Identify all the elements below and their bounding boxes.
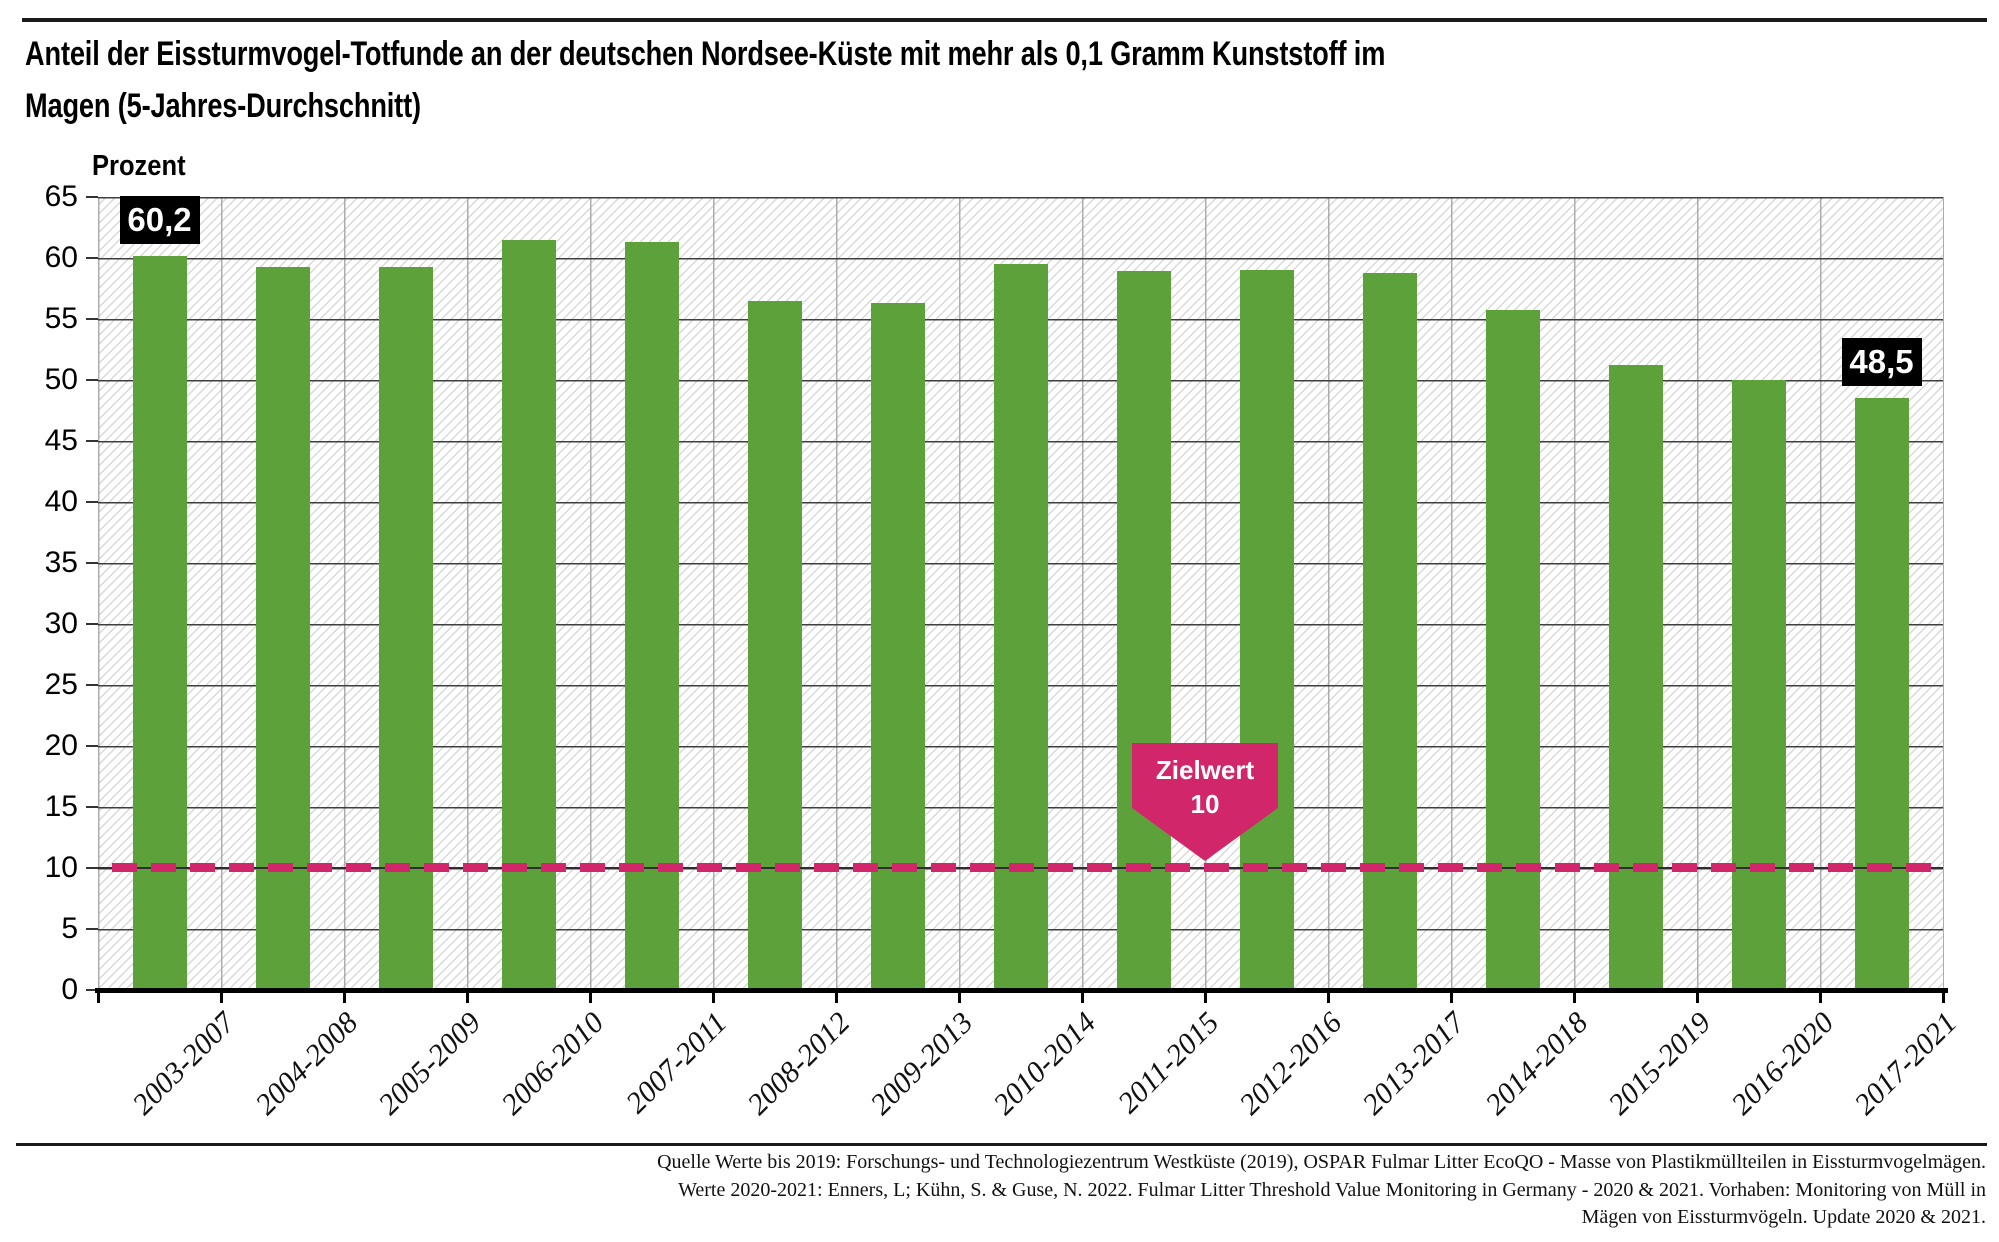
x-axis-tick-5 bbox=[711, 990, 715, 1003]
y-tick-mark-30 bbox=[86, 623, 98, 626]
y-tick-label-35: 35 bbox=[44, 546, 78, 579]
x-axis-tick-10 bbox=[1326, 990, 1330, 1003]
y-tick-mark-60 bbox=[86, 257, 98, 260]
chart-title: Anteil der Eissturmvogel-Totfunde an der… bbox=[25, 28, 1505, 132]
value-badge-2003-2007: 60,2 bbox=[119, 195, 200, 244]
bar-2015-2019 bbox=[1608, 365, 1663, 990]
y-tick-label-5: 5 bbox=[61, 912, 78, 945]
x-axis-tick-9 bbox=[1203, 990, 1207, 1003]
y-tick-label-20: 20 bbox=[44, 729, 78, 762]
target-marker-label: Zielwert bbox=[1155, 755, 1255, 785]
y-tick-mark-45 bbox=[86, 440, 98, 443]
y-tick-mark-25 bbox=[86, 684, 98, 687]
x-axis-tick-3 bbox=[465, 990, 469, 1003]
y-tick-label-25: 25 bbox=[44, 668, 78, 701]
y-tick-label-30: 30 bbox=[44, 607, 78, 640]
y-tick-mark-15 bbox=[86, 806, 98, 809]
target-marker-value: 10 bbox=[1190, 789, 1220, 819]
y-tick-label-50: 50 bbox=[44, 363, 78, 396]
y-tick-mark-0 bbox=[86, 989, 98, 992]
x-axis-tick-15 bbox=[1941, 990, 1945, 1003]
source-divider bbox=[16, 1143, 1987, 1146]
x-axis-tick-6 bbox=[834, 990, 838, 1003]
y-tick-label-40: 40 bbox=[44, 485, 78, 518]
bar-2017-2021 bbox=[1854, 398, 1909, 990]
bar-2006-2010 bbox=[501, 239, 556, 990]
source-text: Quelle Werte bis 2019: Forschungs- und T… bbox=[286, 1149, 1986, 1232]
bar-2007-2011 bbox=[624, 242, 679, 990]
bar-2016-2020 bbox=[1731, 380, 1786, 990]
source-line-3: Mägen von Eissturmvögeln. Update 2020 & … bbox=[1581, 1206, 1986, 1228]
y-tick-mark-20 bbox=[86, 745, 98, 748]
x-axis-line bbox=[95, 988, 1948, 993]
y-tick-label-65: 65 bbox=[44, 180, 78, 213]
bar-2011-2015 bbox=[1116, 271, 1171, 990]
bar-2012-2016 bbox=[1239, 270, 1294, 990]
x-axis-tick-7 bbox=[957, 990, 961, 1003]
bar-2013-2017 bbox=[1362, 272, 1417, 990]
x-axis-tick-0 bbox=[96, 990, 100, 1003]
x-axis-tick-11 bbox=[1449, 990, 1453, 1003]
bar-2014-2018 bbox=[1485, 310, 1540, 990]
x-axis-tick-2 bbox=[342, 990, 346, 1003]
source-line-2: Werte 2020-2021: Enners, L; Kühn, S. & G… bbox=[678, 1178, 1986, 1201]
value-badge-2017-2021: 48,5 bbox=[1841, 338, 1922, 387]
target-line-dashes bbox=[98, 862, 1943, 872]
bar-2005-2009 bbox=[378, 266, 433, 990]
x-axis-tick-8 bbox=[1080, 990, 1084, 1003]
y-tick-label-55: 55 bbox=[44, 302, 78, 335]
top-rule bbox=[22, 18, 1987, 22]
bar-2008-2012 bbox=[747, 300, 802, 990]
bar-2010-2014 bbox=[993, 264, 1048, 990]
x-axis-tick-4 bbox=[588, 990, 592, 1003]
bar-2004-2008 bbox=[255, 266, 310, 990]
y-tick-label-10: 10 bbox=[44, 851, 78, 884]
x-axis-tick-14 bbox=[1818, 990, 1822, 1003]
y-tick-mark-5 bbox=[86, 928, 98, 931]
y-tick-mark-65 bbox=[86, 196, 98, 199]
y-tick-mark-40 bbox=[86, 501, 98, 504]
y-axis-title: Prozent bbox=[92, 150, 186, 182]
y-tick-mark-55 bbox=[86, 318, 98, 321]
y-tick-label-0: 0 bbox=[61, 973, 78, 1006]
x-axis-tick-13 bbox=[1695, 990, 1699, 1003]
y-tick-mark-50 bbox=[86, 379, 98, 382]
x-axis-tick-1 bbox=[219, 990, 223, 1003]
y-tick-mark-10 bbox=[86, 867, 98, 870]
bar-2009-2013 bbox=[870, 303, 925, 990]
chart-title-line1: Anteil der Eissturmvogel-Totfunde an der… bbox=[25, 35, 1386, 73]
x-axis-tick-12 bbox=[1572, 990, 1576, 1003]
y-tick-mark-35 bbox=[86, 562, 98, 565]
bar-2003-2007 bbox=[132, 255, 187, 990]
y-tick-label-15: 15 bbox=[44, 790, 78, 823]
y-tick-label-60: 60 bbox=[44, 241, 78, 274]
chart-title-line2: Magen (5-Jahres-Durchschnitt) bbox=[25, 87, 421, 125]
y-tick-label-45: 45 bbox=[44, 424, 78, 457]
source-line-1: Quelle Werte bis 2019: Forschungs- und T… bbox=[657, 1151, 1986, 1173]
